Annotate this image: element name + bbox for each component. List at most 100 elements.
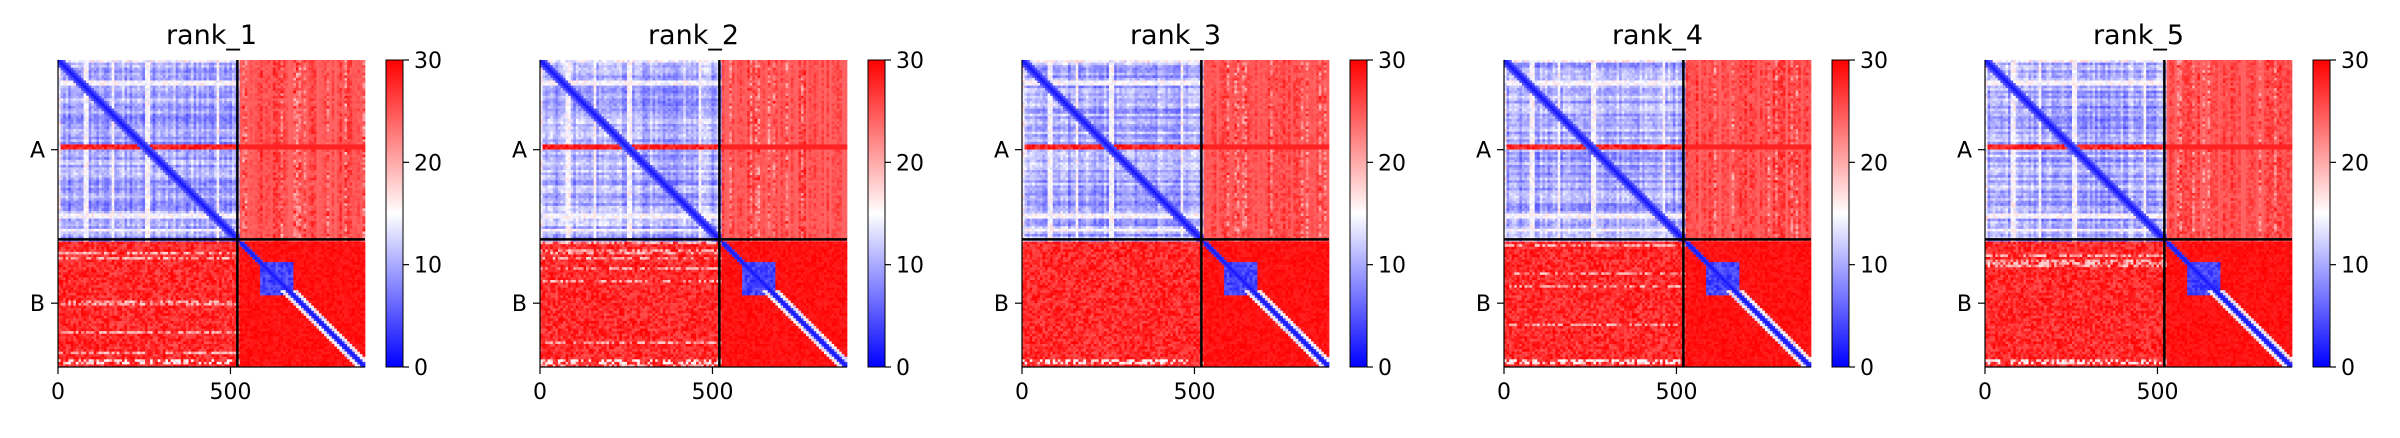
pae-cell [283, 75, 286, 78]
pae-cell [314, 109, 317, 112]
pae-cell [66, 109, 69, 112]
pae-cell [314, 70, 317, 73]
pae-cell [61, 88, 64, 91]
pae-cell [355, 78, 358, 81]
pae-cell [281, 63, 284, 66]
pae-cell [76, 88, 79, 91]
pae-cell [245, 68, 248, 71]
pae-cell [158, 83, 161, 86]
pae-cell [345, 103, 348, 106]
pae-cell [130, 75, 133, 78]
pae-cell [73, 98, 76, 101]
pae-cell [158, 91, 161, 94]
pae-cell [171, 63, 174, 66]
pae-cell [229, 65, 232, 68]
pae-cell [160, 103, 163, 106]
pae-cell [311, 101, 314, 104]
pae-cell [196, 106, 199, 109]
pae-cell [311, 63, 314, 66]
pae-cell [132, 103, 135, 106]
pae-cell [314, 80, 317, 83]
pae-cell [194, 83, 197, 86]
pae-cell [171, 65, 174, 68]
pae-cell [270, 88, 273, 91]
pae-cell [122, 70, 125, 73]
pae-cell [329, 65, 332, 68]
pae-cell [245, 91, 248, 94]
pae-cell [132, 86, 135, 89]
pae-cell [158, 65, 161, 68]
pae-cell [63, 70, 66, 73]
panels: rank_1AB0 5000102030rank_2AB0 5000102030ra… [30, 20, 2369, 405]
pae-cell [173, 63, 176, 66]
pae-cell [339, 103, 342, 106]
pae-cell [240, 101, 243, 104]
pae-cell [260, 86, 263, 89]
pae-cell [229, 70, 232, 73]
pae-cell [316, 68, 319, 71]
pae-cell [306, 70, 309, 73]
pae-cell [362, 93, 365, 96]
pae-cell [142, 109, 145, 112]
pae-cell [148, 106, 151, 109]
pae-cell [117, 88, 120, 91]
pae-cell [212, 75, 215, 78]
pae-cell [339, 73, 342, 76]
pae-cell [337, 103, 340, 106]
pae-cell [142, 83, 145, 86]
pae-cell [142, 73, 145, 76]
pae-cell [283, 63, 286, 66]
pae-cell [209, 83, 212, 86]
pae-cell [350, 80, 353, 83]
pae-cell [148, 65, 151, 68]
pae-cell [66, 73, 69, 76]
pae-cell [176, 60, 179, 63]
pae-cell [191, 65, 194, 68]
pae-cell [71, 65, 74, 68]
pae-cell [219, 109, 222, 112]
pae-cell [204, 63, 207, 66]
pae-cell [160, 111, 163, 114]
pae-cell [81, 78, 84, 81]
pae-cell [240, 68, 243, 71]
pae-cell [86, 101, 89, 104]
pae-cell [263, 63, 266, 66]
pae-cell [148, 91, 151, 94]
pae-cell [278, 63, 281, 66]
pae-cell [176, 78, 179, 81]
pae-cell [209, 68, 212, 71]
pae-cell [199, 65, 202, 68]
pae-cell [78, 96, 81, 99]
pae-cell [104, 83, 107, 86]
pae-cell [355, 83, 358, 86]
pae-cell [265, 103, 268, 106]
pae-cell [281, 83, 284, 86]
pae-cell [153, 86, 156, 89]
pae-cell [78, 65, 81, 68]
pae-cell [66, 86, 69, 89]
pae-cell [117, 111, 120, 114]
pae-cell [224, 93, 227, 96]
pae-cell [214, 70, 217, 73]
pae-cell [61, 78, 64, 81]
pae-cell [135, 86, 138, 89]
pae-cell [345, 80, 348, 83]
pae-cell [227, 75, 230, 78]
pae-cell [204, 68, 207, 71]
pae-cell [275, 101, 278, 104]
pae-cell [263, 86, 266, 89]
pae-cell [255, 101, 258, 104]
pae-cell [122, 109, 125, 112]
pae-cell [188, 78, 191, 81]
pae-cell [117, 80, 120, 83]
pae-cell [150, 96, 153, 99]
pae-cell [255, 70, 258, 73]
pae-cell [227, 103, 230, 106]
pae-cell [178, 80, 181, 83]
pae-cell [132, 98, 135, 101]
pae-cell [352, 80, 355, 83]
pae-cell [186, 78, 189, 81]
pae-cell [178, 88, 181, 91]
pae-cell [135, 73, 138, 76]
pae-cell [122, 75, 125, 78]
